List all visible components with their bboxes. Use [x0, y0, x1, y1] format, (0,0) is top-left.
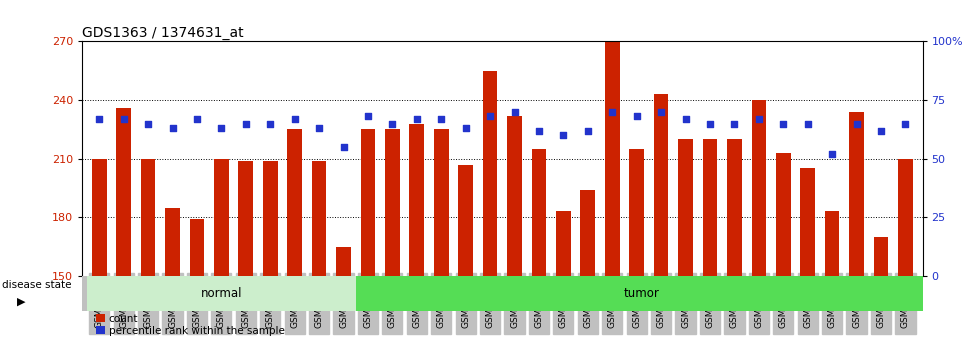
Bar — [239, 161, 253, 276]
Bar — [531, 149, 547, 276]
Bar — [165, 208, 180, 276]
Point — [213, 126, 229, 131]
Text: disease state: disease state — [2, 280, 71, 290]
Point — [92, 116, 107, 121]
Bar — [581, 190, 595, 276]
Point — [507, 109, 523, 115]
Bar — [776, 153, 790, 276]
Point — [581, 128, 596, 133]
Point — [531, 128, 547, 133]
Bar — [458, 165, 473, 276]
Point — [678, 116, 694, 121]
Bar — [355, 276, 935, 310]
Bar — [214, 159, 229, 276]
Point — [165, 126, 181, 131]
Bar — [556, 211, 571, 276]
Bar — [385, 129, 400, 276]
Bar — [752, 100, 766, 276]
Point — [800, 121, 815, 126]
Text: normal: normal — [201, 287, 242, 300]
Point — [726, 121, 742, 126]
Point — [605, 109, 620, 115]
Bar — [263, 161, 277, 276]
Bar — [630, 149, 644, 276]
Text: GDS1363 / 1374631_at: GDS1363 / 1374631_at — [82, 26, 243, 40]
Bar — [312, 161, 327, 276]
Bar — [87, 276, 355, 310]
Point — [629, 114, 644, 119]
Point — [653, 109, 668, 115]
Point — [311, 126, 327, 131]
Point — [434, 116, 449, 121]
Bar — [116, 108, 131, 276]
Bar — [141, 159, 156, 276]
Bar — [801, 168, 815, 276]
Point — [360, 114, 376, 119]
Point — [555, 132, 571, 138]
Bar — [189, 219, 204, 276]
Bar — [360, 129, 375, 276]
Text: ▶: ▶ — [17, 297, 26, 307]
Bar — [507, 116, 522, 276]
Point — [189, 116, 205, 121]
Bar — [898, 159, 913, 276]
Bar — [654, 94, 668, 276]
Point — [140, 121, 156, 126]
Bar — [678, 139, 693, 276]
Bar — [825, 211, 839, 276]
Point — [409, 116, 424, 121]
Point — [336, 144, 352, 150]
Point — [824, 151, 839, 157]
Bar — [873, 237, 889, 276]
Point — [287, 116, 302, 121]
Bar — [410, 124, 424, 276]
Point — [458, 126, 473, 131]
Bar — [287, 129, 302, 276]
Point — [752, 116, 767, 121]
Point — [238, 121, 253, 126]
Bar — [605, 41, 619, 276]
Point — [897, 121, 913, 126]
Point — [873, 128, 889, 133]
Legend: count, percentile rank within the sample: count, percentile rank within the sample — [92, 309, 289, 340]
Point — [263, 121, 278, 126]
Bar — [849, 112, 864, 276]
Point — [849, 121, 865, 126]
Bar — [336, 247, 351, 276]
Point — [702, 121, 718, 126]
Bar — [92, 159, 106, 276]
Point — [482, 114, 497, 119]
Point — [116, 116, 131, 121]
Bar — [727, 139, 742, 276]
Point — [384, 121, 400, 126]
Bar — [434, 129, 448, 276]
Point — [776, 121, 791, 126]
Bar — [483, 71, 497, 276]
Text: tumor: tumor — [624, 287, 660, 300]
Bar — [702, 139, 718, 276]
